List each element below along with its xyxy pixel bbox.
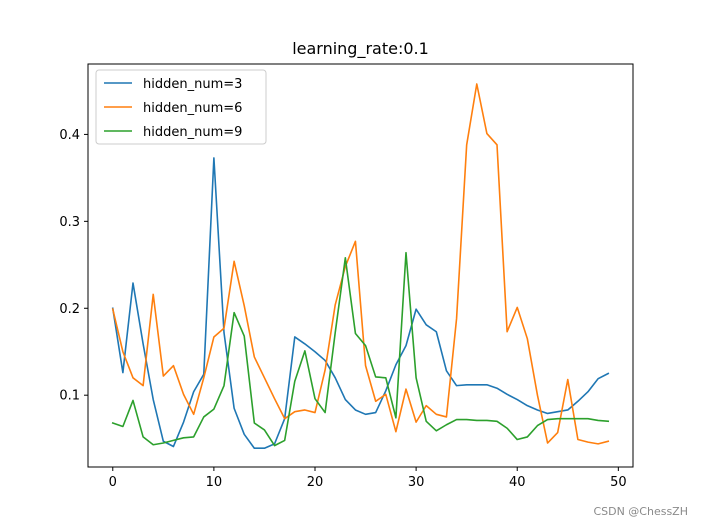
y-tick-label: 0.1 (59, 389, 80, 404)
legend-label-2: hidden_num=6 (143, 101, 242, 116)
legend-label-3: hidden_num=9 (143, 125, 242, 140)
legend-label-1: hidden_num=3 (143, 77, 242, 92)
axes-frame (87, 63, 634, 468)
watermark: CSDN @ChessZH (593, 505, 688, 518)
chart-title: learning_rate:0.1 (292, 39, 429, 59)
x-tick-label: 40 (509, 475, 526, 490)
chart-legend: hidden_num=3 hidden_num=6 hidden_num=9 (95, 69, 267, 145)
plot-area: 0 10 20 30 40 50 0.1 0.2 0.3 0.4 (59, 63, 634, 490)
series-line-1 (111, 157, 610, 450)
y-tick-label: 0.3 (59, 215, 80, 230)
x-tick-label: 50 (610, 475, 627, 490)
x-tick-label: 30 (408, 475, 425, 490)
legend-box (95, 69, 267, 145)
y-tick-label: 0.4 (59, 128, 80, 143)
x-tick-label: 10 (206, 475, 223, 490)
series-line-2 (111, 83, 610, 445)
series-line-3 (111, 251, 610, 447)
y-tick-label: 0.2 (59, 302, 80, 317)
x-tick-label: 0 (109, 475, 117, 490)
x-tick-label: 20 (307, 475, 324, 490)
